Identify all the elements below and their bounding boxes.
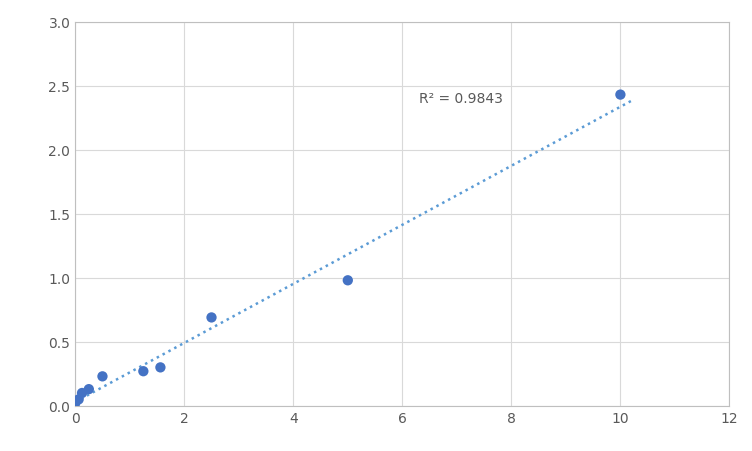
Point (73, 396, 85, 403)
Point (96, 373, 108, 380)
Text: R² = 0.9843: R² = 0.9843 (419, 92, 502, 106)
Point (341, 277, 353, 284)
Point (205, 314, 217, 322)
Point (138, 368, 150, 375)
Point (83, 386, 95, 393)
Point (69, 400, 81, 407)
Point (154, 364, 166, 371)
Point (76, 390, 88, 397)
Point (614, 92, 626, 99)
